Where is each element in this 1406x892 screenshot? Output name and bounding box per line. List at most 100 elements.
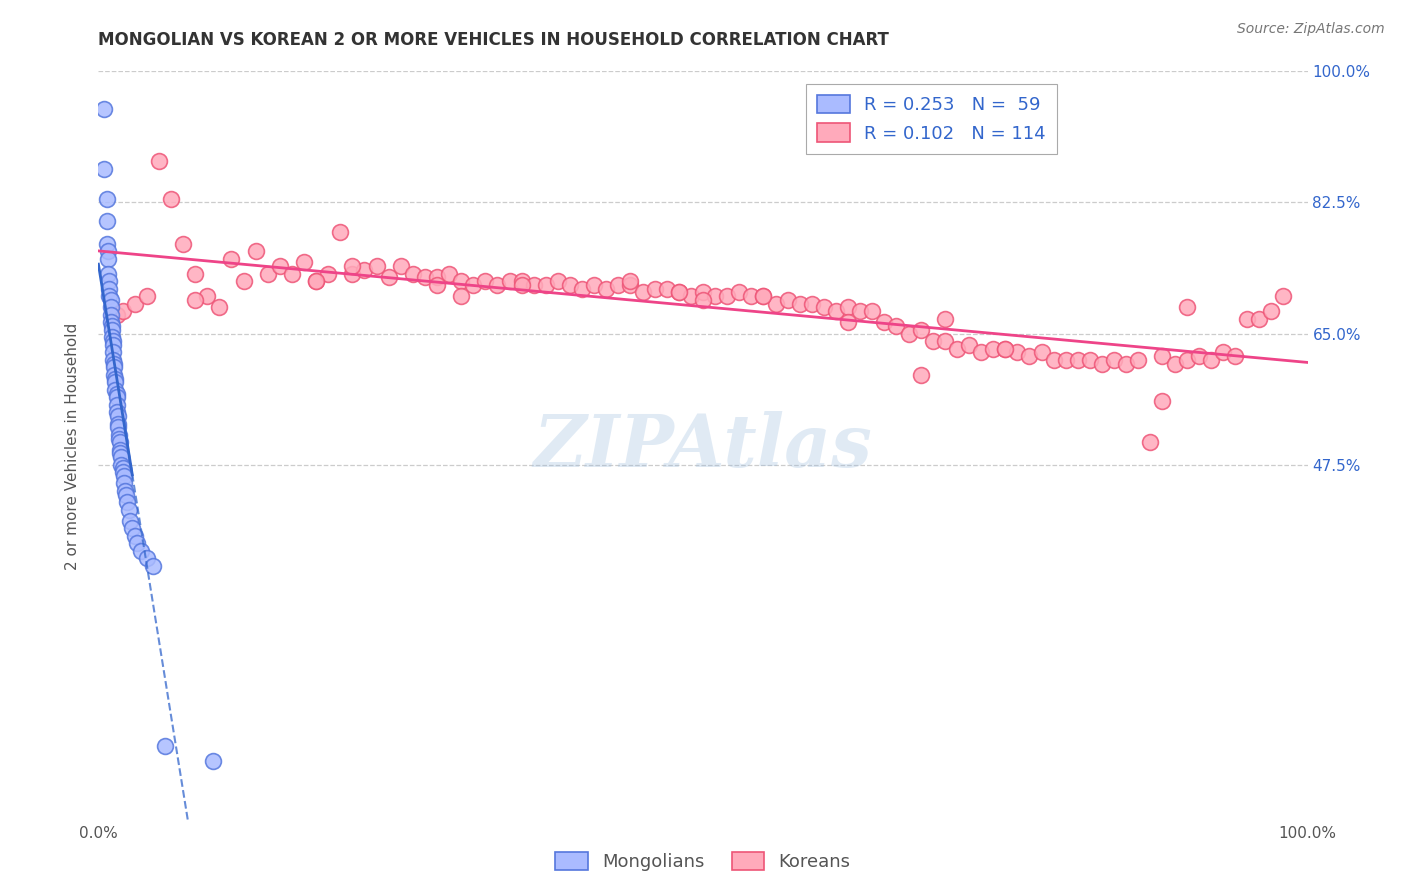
Point xyxy=(1007,345,1029,359)
Point xyxy=(148,154,170,169)
Point xyxy=(679,289,702,303)
Point xyxy=(342,267,364,281)
Point xyxy=(837,315,859,329)
Point xyxy=(100,323,122,337)
Point xyxy=(934,311,956,326)
Point xyxy=(463,277,485,292)
Point xyxy=(510,277,533,292)
Point xyxy=(921,334,943,348)
Point xyxy=(316,267,339,281)
Point xyxy=(97,267,120,281)
Point xyxy=(104,376,127,390)
Point xyxy=(118,502,141,516)
Point xyxy=(110,458,132,472)
Point xyxy=(377,270,399,285)
Point xyxy=(108,432,131,446)
Point xyxy=(1078,352,1101,367)
Point xyxy=(100,301,122,315)
Y-axis label: 2 or more Vehicles in Household: 2 or more Vehicles in Household xyxy=(65,322,80,570)
Point xyxy=(994,342,1017,356)
Point xyxy=(103,360,125,375)
Point xyxy=(1223,349,1246,363)
Point xyxy=(1249,311,1271,326)
Point xyxy=(269,259,291,273)
Point xyxy=(437,267,460,281)
Point xyxy=(1042,352,1064,367)
Point xyxy=(160,192,183,206)
Point xyxy=(124,296,146,310)
Point xyxy=(765,296,787,310)
Point xyxy=(105,386,128,401)
Point xyxy=(108,427,131,442)
Point xyxy=(101,334,124,348)
Point xyxy=(704,289,727,303)
Point xyxy=(426,270,449,285)
Point xyxy=(107,417,129,431)
Point xyxy=(813,301,835,315)
Point xyxy=(644,282,666,296)
Point xyxy=(124,529,146,543)
Point xyxy=(101,338,124,352)
Point xyxy=(108,446,131,460)
Point xyxy=(98,274,121,288)
Point xyxy=(619,274,641,288)
Point xyxy=(353,263,375,277)
Point xyxy=(256,267,278,281)
Point xyxy=(474,274,496,288)
Point xyxy=(108,435,131,450)
Point xyxy=(1272,289,1295,303)
Point xyxy=(1128,352,1150,367)
Point xyxy=(1212,345,1234,359)
Point xyxy=(101,352,124,367)
Point xyxy=(413,270,436,285)
Text: ZIPAtlas: ZIPAtlas xyxy=(534,410,872,482)
Point xyxy=(105,390,128,404)
Point xyxy=(184,293,207,307)
Point xyxy=(776,293,799,307)
Point xyxy=(402,267,425,281)
Point xyxy=(571,282,593,296)
Point xyxy=(112,469,135,483)
Point xyxy=(342,259,364,273)
Point xyxy=(946,342,969,356)
Point xyxy=(105,398,128,412)
Point xyxy=(127,536,149,550)
Point xyxy=(450,274,472,288)
Point xyxy=(305,274,328,288)
Point xyxy=(1260,304,1282,318)
Point xyxy=(97,244,120,259)
Point xyxy=(740,289,762,303)
Point xyxy=(118,514,141,528)
Point xyxy=(631,285,654,300)
Point xyxy=(825,304,848,318)
Point xyxy=(1152,394,1174,409)
Point xyxy=(837,301,859,315)
Point xyxy=(142,558,165,573)
Point xyxy=(121,521,143,535)
Point xyxy=(595,282,617,296)
Point xyxy=(329,226,352,240)
Point xyxy=(897,326,920,341)
Point xyxy=(800,296,823,310)
Point xyxy=(108,442,131,457)
Point xyxy=(655,282,678,296)
Text: MONGOLIAN VS KOREAN 2 OR MORE VEHICLES IN HOUSEHOLD CORRELATION CHART: MONGOLIAN VS KOREAN 2 OR MORE VEHICLES I… xyxy=(98,31,890,49)
Point xyxy=(96,192,118,206)
Point xyxy=(100,319,122,334)
Point xyxy=(107,420,129,434)
Point xyxy=(111,304,134,318)
Point xyxy=(716,289,738,303)
Point xyxy=(103,357,125,371)
Point xyxy=(104,371,127,385)
Point xyxy=(110,450,132,465)
Point xyxy=(607,277,630,292)
Point xyxy=(135,551,157,566)
Point xyxy=(1031,345,1053,359)
Legend: Mongolians, Koreans: Mongolians, Koreans xyxy=(548,845,858,879)
Point xyxy=(849,304,872,318)
Point xyxy=(97,252,120,266)
Point xyxy=(860,304,883,318)
Point xyxy=(202,754,225,768)
Point xyxy=(107,409,129,423)
Point xyxy=(1188,349,1211,363)
